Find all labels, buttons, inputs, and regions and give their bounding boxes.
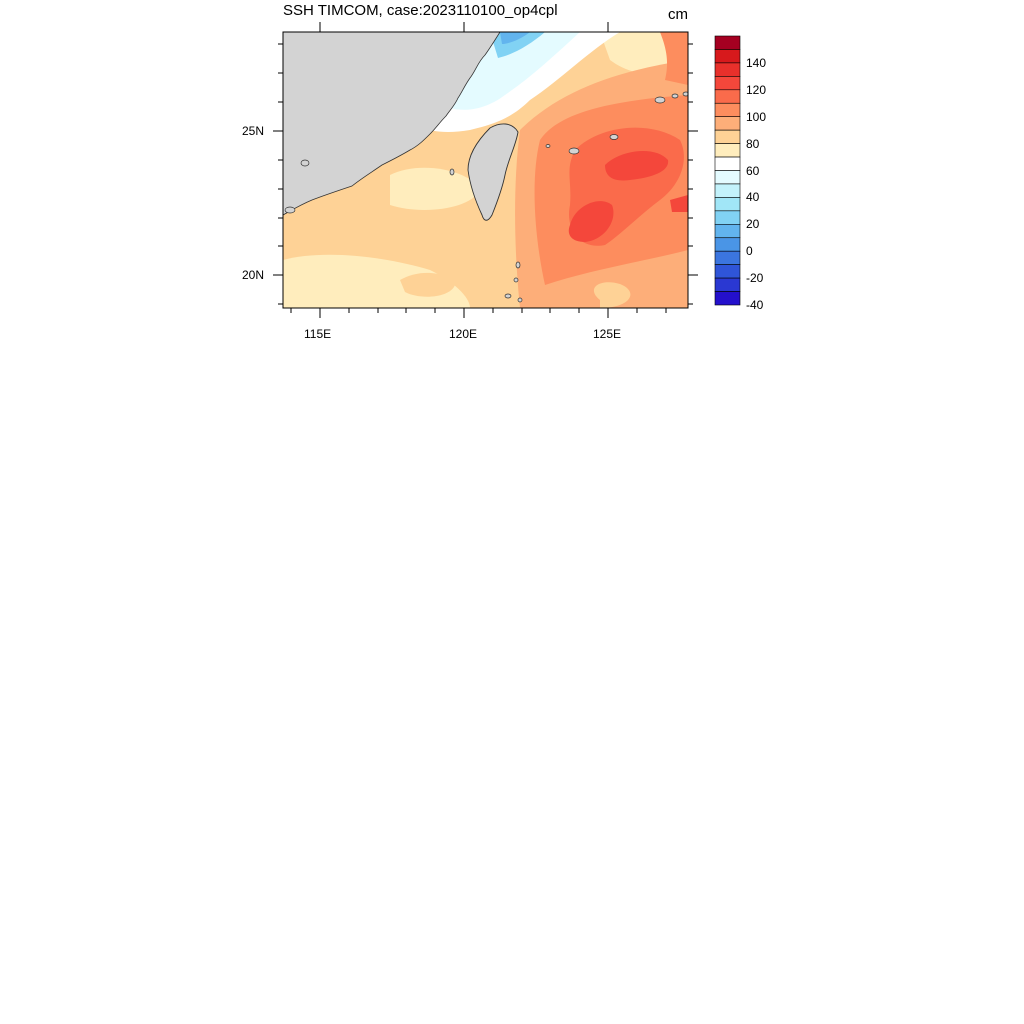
colorbar-label: 120 bbox=[746, 83, 766, 97]
lat-label-20: 20N bbox=[242, 268, 264, 282]
colorbar-swatch bbox=[715, 117, 740, 130]
colorbar-swatch bbox=[715, 90, 740, 103]
colorbar bbox=[715, 36, 740, 305]
colorbar-swatch bbox=[715, 184, 740, 197]
colorbar-swatch bbox=[715, 103, 740, 116]
colorbar-swatch bbox=[715, 292, 740, 305]
colorbar-label: 140 bbox=[746, 56, 766, 70]
colorbar-swatch bbox=[715, 211, 740, 224]
colorbar-swatch bbox=[715, 157, 740, 170]
colorbar-label: 20 bbox=[746, 217, 759, 231]
colorbar-label: 0 bbox=[746, 244, 753, 258]
lat-label-25: 25N bbox=[242, 124, 264, 138]
lon-label-115: 115E bbox=[304, 327, 331, 341]
colorbar-swatch bbox=[715, 224, 740, 237]
colorbar-swatch bbox=[715, 278, 740, 291]
colorbar-swatch bbox=[715, 63, 740, 76]
lon-label-125: 125E bbox=[593, 327, 621, 341]
colorbar-swatch bbox=[715, 49, 740, 62]
colorbar-label: 60 bbox=[746, 164, 759, 178]
colorbar-swatch bbox=[715, 265, 740, 278]
colorbar-label: -20 bbox=[746, 271, 763, 285]
colorbar-swatch bbox=[715, 76, 740, 89]
colorbar-swatch bbox=[715, 238, 740, 251]
colorbar-label: 80 bbox=[746, 137, 759, 151]
colorbar-swatch bbox=[715, 251, 740, 264]
colorbar-label: 100 bbox=[746, 110, 766, 124]
lon-label-120: 120E bbox=[449, 327, 477, 341]
colorbar-label: -40 bbox=[746, 298, 763, 312]
colorbar-label: 40 bbox=[746, 190, 759, 204]
colorbar-swatch bbox=[715, 171, 740, 184]
ssh-field bbox=[283, 32, 689, 308]
colorbar-swatch bbox=[715, 197, 740, 210]
colorbar-swatch bbox=[715, 144, 740, 157]
colorbar-swatch bbox=[715, 36, 740, 49]
colorbar-swatch bbox=[715, 130, 740, 143]
